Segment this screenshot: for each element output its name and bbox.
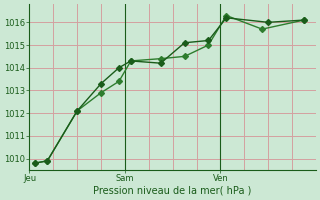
X-axis label: Pression niveau de la mer( hPa ): Pression niveau de la mer( hPa ) xyxy=(93,186,252,196)
